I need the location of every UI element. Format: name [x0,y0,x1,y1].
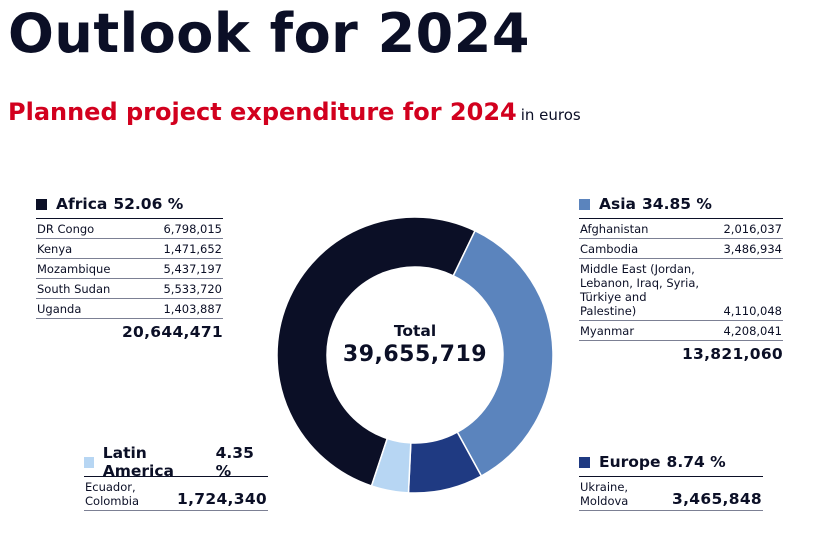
europe-name: Europe [599,453,661,471]
table-row: Kenya 1,471,652 [36,239,223,259]
table-row: Ecuador, Colombia 1,724,340 [84,477,268,511]
europe-total: 3,465,848 [672,490,762,508]
country-name: Myanmar [580,324,635,338]
total-value: 39,655,719 [342,342,488,367]
table-row: Middle East (Jordan, Lebanon, Iraq, Syri… [579,259,783,321]
europe-legend-swatch [579,456,590,468]
country-name: Cambodia [580,242,639,256]
africa-header: Africa 52.06 % [36,193,223,219]
table-row: Cambodia 3,486,934 [579,239,783,259]
table-row: Mozambique 5,437,197 [36,259,223,279]
country-name: Uganda [37,302,82,316]
asia-total: 13,821,060 [681,345,783,363]
country-value: 4,208,041 [723,324,782,338]
donut-chart [276,216,554,494]
latam-panel: Latin America 4.35 % Ecuador, Colombia 1… [84,444,268,511]
table-row: Myanmar 4,208,041 [579,321,783,341]
donut-slice-latin-america [370,437,412,494]
country-name: Ukraine, Moldova [580,480,629,508]
latam-total: 1,724,340 [177,490,267,508]
africa-percent: 52.06 % [113,195,184,213]
country-name: DR Congo [37,222,95,236]
latam-legend-swatch [84,456,94,468]
table-row: South Sudan 5,533,720 [36,279,223,299]
country-name: Afghanistan [580,222,649,236]
country-value: 5,437,197 [163,262,222,276]
country-name: Middle East (Jordan, Lebanon, Iraq, Syri… [580,262,700,318]
country-name: South Sudan [37,282,111,296]
asia-percent: 34.85 % [642,195,712,213]
africa-total: 20,644,471 [121,323,223,341]
country-value: 5,533,720 [163,282,222,296]
total-label: Total 39,655,719 [335,322,495,367]
country-value: 2,016,037 [723,222,782,236]
africa-name: Africa [56,195,108,213]
country-name: Ecuador, Colombia [85,480,140,508]
donut-slice-africa [276,216,477,487]
subtitle-text: Planned project expenditure for 2024 [8,98,517,126]
table-row: Afghanistan 2,016,037 [579,219,783,239]
country-value: 3,486,934 [723,242,782,256]
chart-subtitle: Planned project expenditure for 2024 in e… [8,98,581,126]
europe-panel: Europe 8.74 % Ukraine, Moldova 3,465,848 [579,451,763,511]
donut-slice-asia [452,229,554,478]
table-row: Ukraine, Moldova 3,465,848 [579,477,763,511]
europe-header: Europe 8.74 % [579,451,763,477]
latam-header: Latin America 4.35 % [84,444,268,480]
country-value: 4,110,048 [723,304,782,318]
table-row: Uganda 1,403,887 [36,299,223,319]
asia-name: Asia [599,195,636,213]
asia-header: Asia 34.85 % [579,193,783,219]
country-value: 1,471,652 [163,242,222,256]
africa-legend-swatch [36,198,47,210]
unit-label: in euros [520,106,581,124]
africa-panel: Africa 52.06 % DR Congo 6,798,015 Kenya 1,… [36,193,223,341]
country-name: Kenya [37,242,73,256]
asia-panel: Asia 34.85 % Afghanistan 2,016,037 Cambod… [579,193,783,363]
latam-percent: 4.35 % [215,444,254,480]
country-value: 1,403,887 [163,302,222,316]
page-title: Outlook for 2024 [8,2,530,65]
country-name: Mozambique [37,262,111,276]
europe-percent: 8.74 % [666,453,726,471]
table-row: DR Congo 6,798,015 [36,219,223,239]
country-value: 6,798,015 [163,222,222,236]
total-caption: Total [393,322,437,340]
latam-name: Latin America [102,444,174,480]
asia-legend-swatch [579,198,590,210]
